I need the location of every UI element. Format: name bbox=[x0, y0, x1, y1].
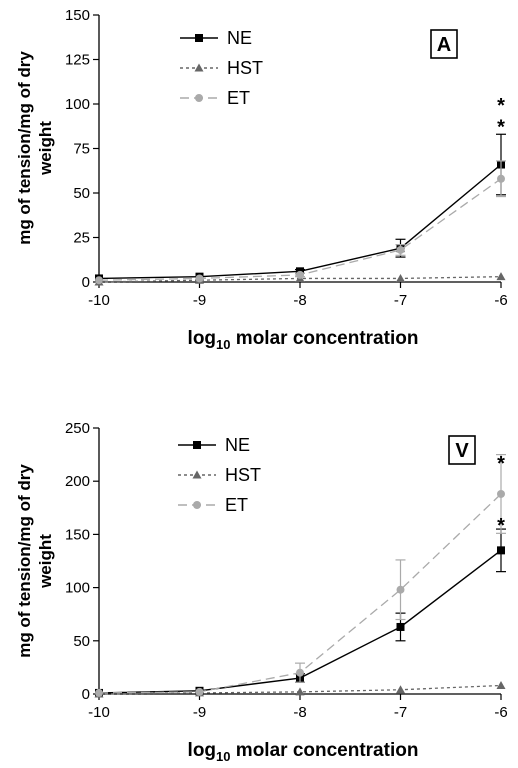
x-tick-label: -6 bbox=[494, 704, 507, 721]
y-axis-label-line2: weight bbox=[36, 534, 55, 589]
series-hst bbox=[94, 680, 506, 698]
y-tick-label: 100 bbox=[65, 580, 90, 597]
y-tick-label: 0 bbox=[82, 686, 90, 703]
data-point-ne bbox=[497, 546, 505, 555]
series-ne bbox=[95, 133, 506, 283]
y-axis-label: mg of tension/mg of dry weight bbox=[15, 51, 55, 245]
data-point-et bbox=[396, 245, 405, 254]
y-tick-label: 200 bbox=[65, 473, 90, 490]
data-point-et bbox=[497, 489, 505, 498]
y-tick-label: 250 bbox=[65, 420, 90, 437]
data-point-et bbox=[95, 688, 103, 697]
legend-marker-ne bbox=[195, 34, 203, 42]
data-point-hst bbox=[496, 680, 506, 689]
x-axis-label: log10 molar concentration bbox=[188, 740, 419, 764]
legend-label-et: ET bbox=[227, 88, 250, 108]
y-axis-label-line1: mg of tension/mg of dry bbox=[15, 51, 34, 245]
series-line-et bbox=[98, 178, 502, 281]
legend-label-hst: HST bbox=[227, 58, 263, 78]
panel-label-box bbox=[448, 435, 476, 465]
y-tick-label: 100 bbox=[65, 96, 90, 113]
significance-asterisk: * bbox=[497, 95, 505, 117]
data-point-et bbox=[497, 174, 505, 183]
legend-marker-hst bbox=[192, 470, 202, 479]
y-tick-label: 25 bbox=[73, 230, 90, 247]
y-axis-label-line2: weight bbox=[36, 121, 55, 176]
legend: NE HST ET bbox=[178, 435, 261, 515]
series-et bbox=[95, 160, 506, 285]
chart-panel-a: 0 25 50 75 100 125 150 -10 -9 -8 -7 -6 mg of tension… bbox=[15, 7, 508, 352]
data-point-et bbox=[95, 276, 103, 285]
x-tick-label: -8 bbox=[293, 292, 306, 309]
x-tick-label: -9 bbox=[193, 704, 206, 721]
data-point-et bbox=[195, 274, 204, 283]
y-tick-label: 150 bbox=[65, 7, 90, 24]
data-point-hst bbox=[396, 685, 405, 694]
x-axis-label-subscript: 10 bbox=[216, 337, 230, 352]
data-point-et bbox=[296, 668, 304, 677]
y-tick-label: 0 bbox=[82, 274, 90, 291]
y-tick-label: 50 bbox=[73, 633, 90, 650]
legend-marker-et bbox=[195, 94, 203, 102]
series-et bbox=[95, 454, 506, 697]
legend-label-ne: NE bbox=[225, 435, 250, 455]
y-tick-label: 50 bbox=[73, 185, 90, 202]
data-point-hst bbox=[496, 272, 506, 281]
data-point-hst bbox=[396, 273, 405, 282]
significance-asterisk: * bbox=[497, 453, 505, 475]
series-line-hst bbox=[98, 276, 502, 283]
x-tick-label: -10 bbox=[88, 292, 110, 309]
y-axis-label-line1: mg of tension/mg of dry bbox=[15, 464, 34, 658]
significance-asterisk: * bbox=[497, 515, 505, 537]
legend-marker-et bbox=[193, 501, 201, 509]
data-point-et bbox=[396, 585, 405, 594]
panel-label: V bbox=[455, 440, 469, 462]
panel-label-box bbox=[430, 29, 458, 59]
significance-asterisk: * bbox=[497, 116, 505, 138]
legend-marker-ne bbox=[193, 441, 201, 449]
legend-label-hst: HST bbox=[225, 465, 261, 485]
x-tick-label: -8 bbox=[293, 704, 306, 721]
data-point-hst bbox=[295, 687, 305, 696]
x-axis-label-main: log bbox=[188, 328, 217, 349]
chart-panel-v: 0 50 100 150 200 250 -10 -9 -8 -7 -6 mg of tension/… bbox=[15, 420, 508, 764]
x-axis-label-subscript: 10 bbox=[216, 749, 230, 764]
x-tick-label: -7 bbox=[394, 292, 407, 309]
y-axis-label: mg of tension/mg of dry weight bbox=[15, 464, 55, 658]
y-tick-label: 125 bbox=[65, 52, 90, 69]
data-point-et bbox=[296, 270, 304, 279]
x-axis-label-rest: molar concentration bbox=[231, 328, 419, 349]
legend: NE HST ET bbox=[180, 28, 263, 108]
series-line-hst bbox=[98, 684, 502, 695]
legend-marker-hst bbox=[194, 63, 204, 72]
x-axis-label: log10 molar concentration bbox=[188, 328, 419, 352]
legend-label-ne: NE bbox=[227, 28, 252, 48]
x-tick-label: -10 bbox=[88, 704, 110, 721]
y-tick-label: 75 bbox=[73, 141, 90, 158]
x-tick-label: -7 bbox=[394, 704, 407, 721]
x-axis-label-main: log bbox=[188, 740, 217, 761]
x-tick-label: -9 bbox=[193, 292, 206, 309]
x-axis-label-rest: molar concentration bbox=[231, 740, 419, 761]
x-tick-label: -6 bbox=[494, 292, 507, 309]
data-point-ne bbox=[396, 622, 405, 631]
legend-label-et: ET bbox=[225, 495, 248, 515]
panel-label: A bbox=[437, 34, 451, 56]
y-tick-label: 150 bbox=[65, 526, 90, 543]
data-point-et bbox=[195, 687, 204, 696]
